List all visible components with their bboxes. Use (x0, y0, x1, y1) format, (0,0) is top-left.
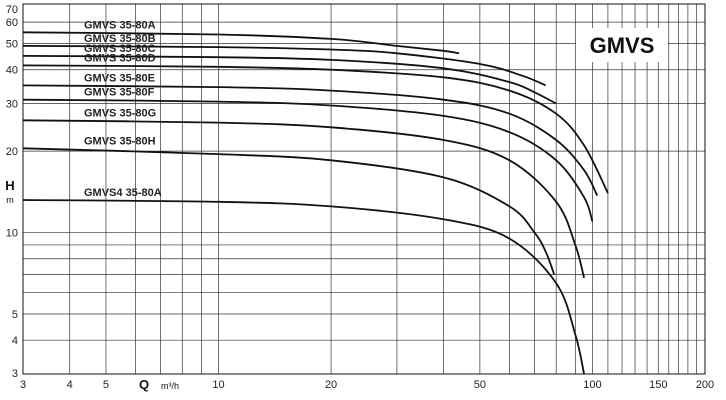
y-tick-label: 30 (6, 99, 18, 111)
x-axis-label: Q (139, 377, 149, 392)
y-tick-label: 20 (6, 146, 18, 158)
curve-label-gmvs-35-80a: GMVS 35-80A (84, 19, 156, 31)
curve-gmvs-35-80d (22, 64, 609, 194)
curve-gmvs4-35-80a (22, 199, 585, 375)
curve-gmvs-35-80e (22, 84, 599, 197)
x-tick-label: 20 (325, 379, 337, 391)
x-axis-unit: m³/h (161, 381, 179, 391)
curve-label-gmvs-35-80h: GMVS 35-80H (84, 135, 156, 147)
x-tick-label: 4 (67, 379, 73, 391)
y-tick-label: 40 (6, 65, 18, 77)
y-tick-label: 10 (6, 228, 18, 240)
curve-label-gmvs4-35-80a: GMVS4 35-80A (84, 187, 162, 199)
y-tick-label: 4 (12, 335, 18, 347)
y-tick-label: 70 (6, 4, 18, 16)
model-badge: GMVS (576, 28, 668, 62)
curve-gmvs-35-80g (22, 119, 585, 279)
plot-frame (22, 3, 706, 375)
curve-gmvs-35-80b (22, 45, 547, 87)
x-tick-label: 150 (649, 379, 667, 391)
x-tick-label: 5 (103, 379, 109, 391)
y-tick-label: 5 (12, 309, 18, 321)
curve-label-gmvs-35-80b: GMVS 35-80B (84, 33, 156, 45)
x-tick-label: 100 (583, 379, 601, 391)
y-tick-label: 50 (6, 39, 18, 51)
x-tick-label: 3 (20, 379, 26, 391)
x-tick-label: 10 (212, 379, 224, 391)
x-tick-label: 200 (696, 379, 714, 391)
curve-label-gmvs-35-80g: GMVS 35-80G (84, 107, 156, 119)
y-tick-label: 60 (6, 17, 18, 29)
y-axis-label: H (5, 178, 14, 193)
curve-label-gmvs-35-80f: GMVS 35-80F (84, 87, 155, 99)
curve-gmvs-35-80a (22, 31, 460, 55)
model-badge-text: GMVS (590, 33, 655, 58)
curve-label-gmvs-35-80c: GMVS 35-80C (84, 43, 156, 55)
x-tick-label: 50 (474, 379, 486, 391)
y-tick-label: 3 (12, 368, 18, 380)
curve-label-gmvs-35-80e: GMVS 35-80E (84, 72, 155, 84)
y-axis-unit: m (6, 195, 14, 205)
performance-curves (22, 31, 609, 375)
curve-gmvs-35-80h (22, 147, 556, 275)
curve-gmvs-35-80c (22, 55, 557, 105)
curve-gmvs-35-80f (22, 98, 594, 222)
curve-label-gmvs-35-80d: GMVS 35-80D (84, 52, 156, 64)
